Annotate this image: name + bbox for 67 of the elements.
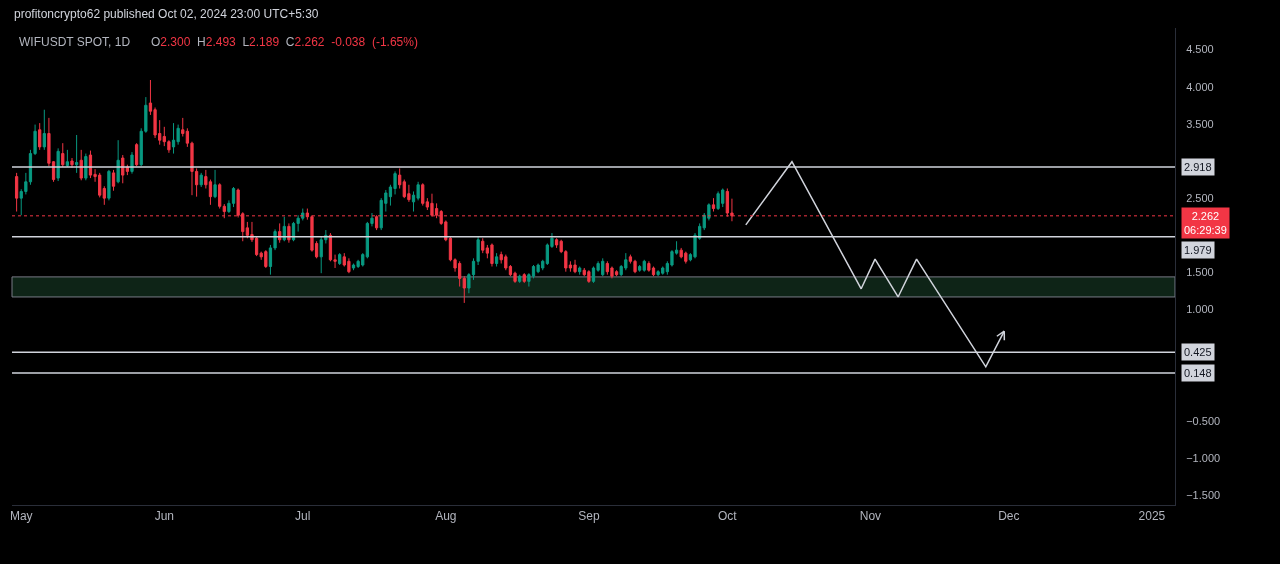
candlestick <box>199 172 203 188</box>
x-tick-label: Aug <box>435 509 457 524</box>
candlestick <box>494 252 499 267</box>
x-tick-label: Oct <box>718 509 738 524</box>
candlestick <box>462 275 466 304</box>
candlestick <box>102 185 106 206</box>
candlestick <box>111 169 116 192</box>
candlestick <box>554 237 559 249</box>
ref-line-label: 1.979 <box>1184 244 1212 256</box>
candlestick <box>79 149 83 181</box>
x-tick-label: Jun <box>154 509 174 524</box>
text: profitoncrypto62 published Oct 02, 2024 23:00 UTC+5:30 <box>14 7 319 21</box>
candlestick <box>573 259 577 274</box>
y-tick-label: −0.500 <box>1186 414 1221 427</box>
candlestick <box>84 153 88 181</box>
candlestick <box>490 242 494 267</box>
candlestick <box>134 142 139 167</box>
candlestick <box>578 266 582 276</box>
candlestick <box>65 149 70 168</box>
candlestick <box>42 109 46 151</box>
candlestick <box>421 182 425 207</box>
y-tick-label: 1.500 <box>1186 266 1214 279</box>
candlestick <box>61 142 65 168</box>
text: WIFUSDT SPOT, 1D <box>19 35 131 50</box>
candlestick <box>107 169 111 201</box>
candlestick <box>130 151 134 175</box>
candlestick <box>116 139 120 184</box>
candlestick <box>347 257 351 274</box>
candlestick <box>633 259 637 274</box>
y-tick-label: 4.000 <box>1186 80 1214 93</box>
ref-line-label: 0.148 <box>1184 367 1212 379</box>
y-tick-label: 4.500 <box>1186 43 1214 56</box>
text: O2.300 H2.493 L2.189 C2.262 -0.038 (-1.65%) <box>151 35 418 49</box>
candlestick <box>407 184 411 203</box>
candlestick <box>213 169 217 199</box>
y-tick-label: −1.500 <box>1186 489 1221 502</box>
x-tick-label: Dec <box>998 509 1020 524</box>
candlestick <box>638 264 642 273</box>
candlestick <box>481 237 485 254</box>
candlestick <box>642 259 646 273</box>
x-tick-label: May <box>9 509 33 524</box>
candlestick <box>518 274 522 284</box>
candlestick <box>338 252 342 266</box>
candlestick <box>56 147 60 182</box>
candlestick <box>351 263 356 271</box>
ref-line-label: 2.262 06:29:39 <box>1184 210 1227 237</box>
candlestick <box>218 182 222 210</box>
x-tick-label: Jul <box>295 509 311 524</box>
candlestick <box>74 134 79 174</box>
candlestick <box>70 157 74 169</box>
candlestick <box>398 167 402 189</box>
candlestick <box>171 122 176 155</box>
candlestick <box>647 260 651 273</box>
candlestick <box>14 172 19 213</box>
candlestick <box>711 197 716 213</box>
ref-line-label: 2.918 <box>1184 161 1212 173</box>
y-tick-label: 2.500 <box>1186 191 1214 204</box>
candlestick <box>522 272 526 284</box>
y-tick-label: 3.500 <box>1186 117 1214 130</box>
x-tick-label: Sep <box>578 509 600 524</box>
y-tick-label: −1.000 <box>1186 452 1221 465</box>
candlestick <box>614 269 619 277</box>
x-tick-label: 2025 <box>1138 509 1166 524</box>
ref-line-label: 0.425 <box>1184 346 1212 358</box>
candlestick <box>38 122 42 151</box>
x-tick-label: Nov <box>859 509 882 524</box>
y-tick-label: 1.000 <box>1186 303 1214 316</box>
